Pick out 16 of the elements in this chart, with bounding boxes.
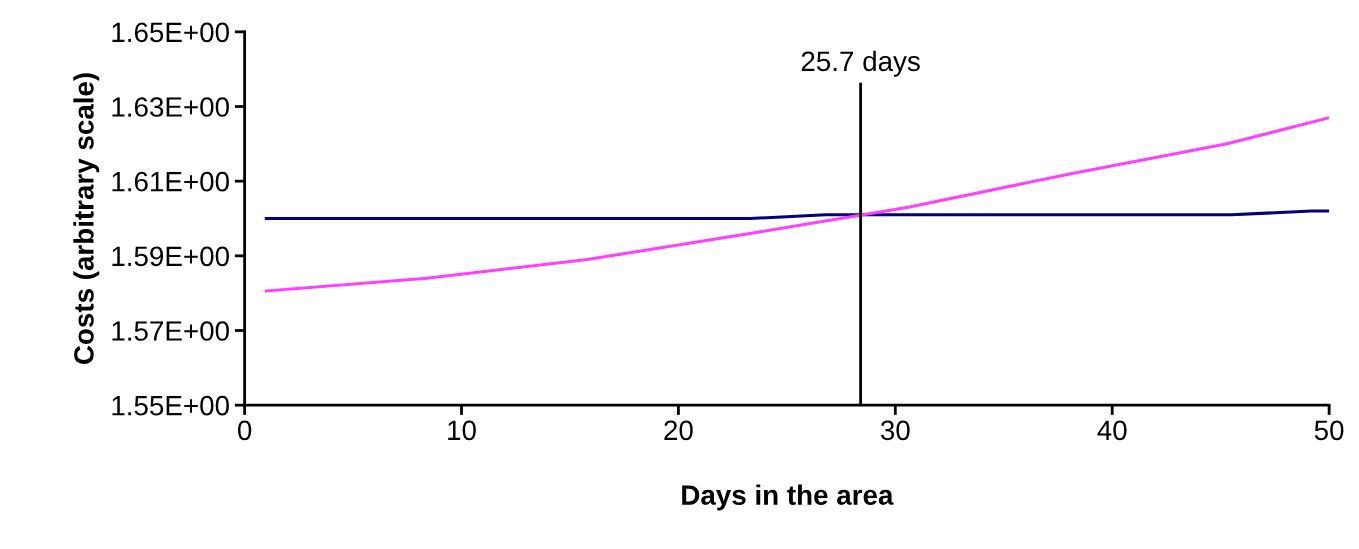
x-tick-label: 20	[664, 420, 693, 441]
y-tick-label: 1.59E+00	[112, 246, 229, 267]
x-tick-label: 40	[1097, 420, 1127, 441]
x-tick-label: 50	[1314, 420, 1344, 441]
y-tick-label: 1.57E+00	[112, 321, 229, 341]
x-tick-label: 0	[237, 420, 252, 441]
y-tick-label: 1.61E+00	[112, 171, 229, 192]
y-tick-label: 1.65E+00	[112, 22, 229, 43]
y-tick-label: 1.55E+00	[112, 395, 229, 416]
y-axis-title: Costs (arbitrary scale)	[73, 73, 100, 365]
x-tick-label: 30	[880, 420, 910, 441]
line-series	[264, 116, 1330, 293]
ref-line-label: 25.7 days	[801, 50, 920, 77]
x-axis-title: Days in the area	[682, 484, 894, 511]
y-tick-label: 1.63E+00	[112, 97, 229, 117]
x-tick-label: 10	[448, 420, 476, 441]
